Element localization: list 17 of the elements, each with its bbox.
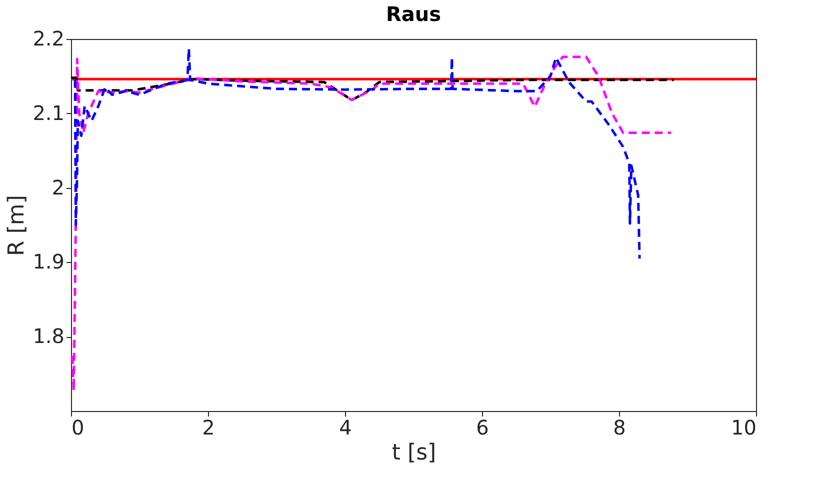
line-series: [71, 76, 676, 102]
chart-title: Raus: [386, 2, 442, 26]
y-tick-label: 2.1: [32, 100, 64, 125]
y-tick-label: 2.2: [32, 26, 64, 50]
x-tick-label: 10: [731, 416, 756, 440]
x-tick-label: 2: [202, 416, 215, 440]
y-axis-title: R [m]: [4, 195, 30, 256]
line-series: [71, 56, 672, 392]
x-axis-title: t [s]: [392, 440, 436, 466]
y-tick-label: 2: [52, 175, 64, 200]
y-tick-label: 1.9: [32, 250, 64, 274]
x-tick-label: 4: [339, 416, 352, 440]
x-tick-label: 6: [476, 416, 489, 440]
x-tick-label: 0: [72, 416, 84, 440]
x-tick-label: 8: [613, 416, 626, 440]
y-tick-label: 1.8: [32, 324, 64, 348]
line-series: [74, 47, 641, 260]
